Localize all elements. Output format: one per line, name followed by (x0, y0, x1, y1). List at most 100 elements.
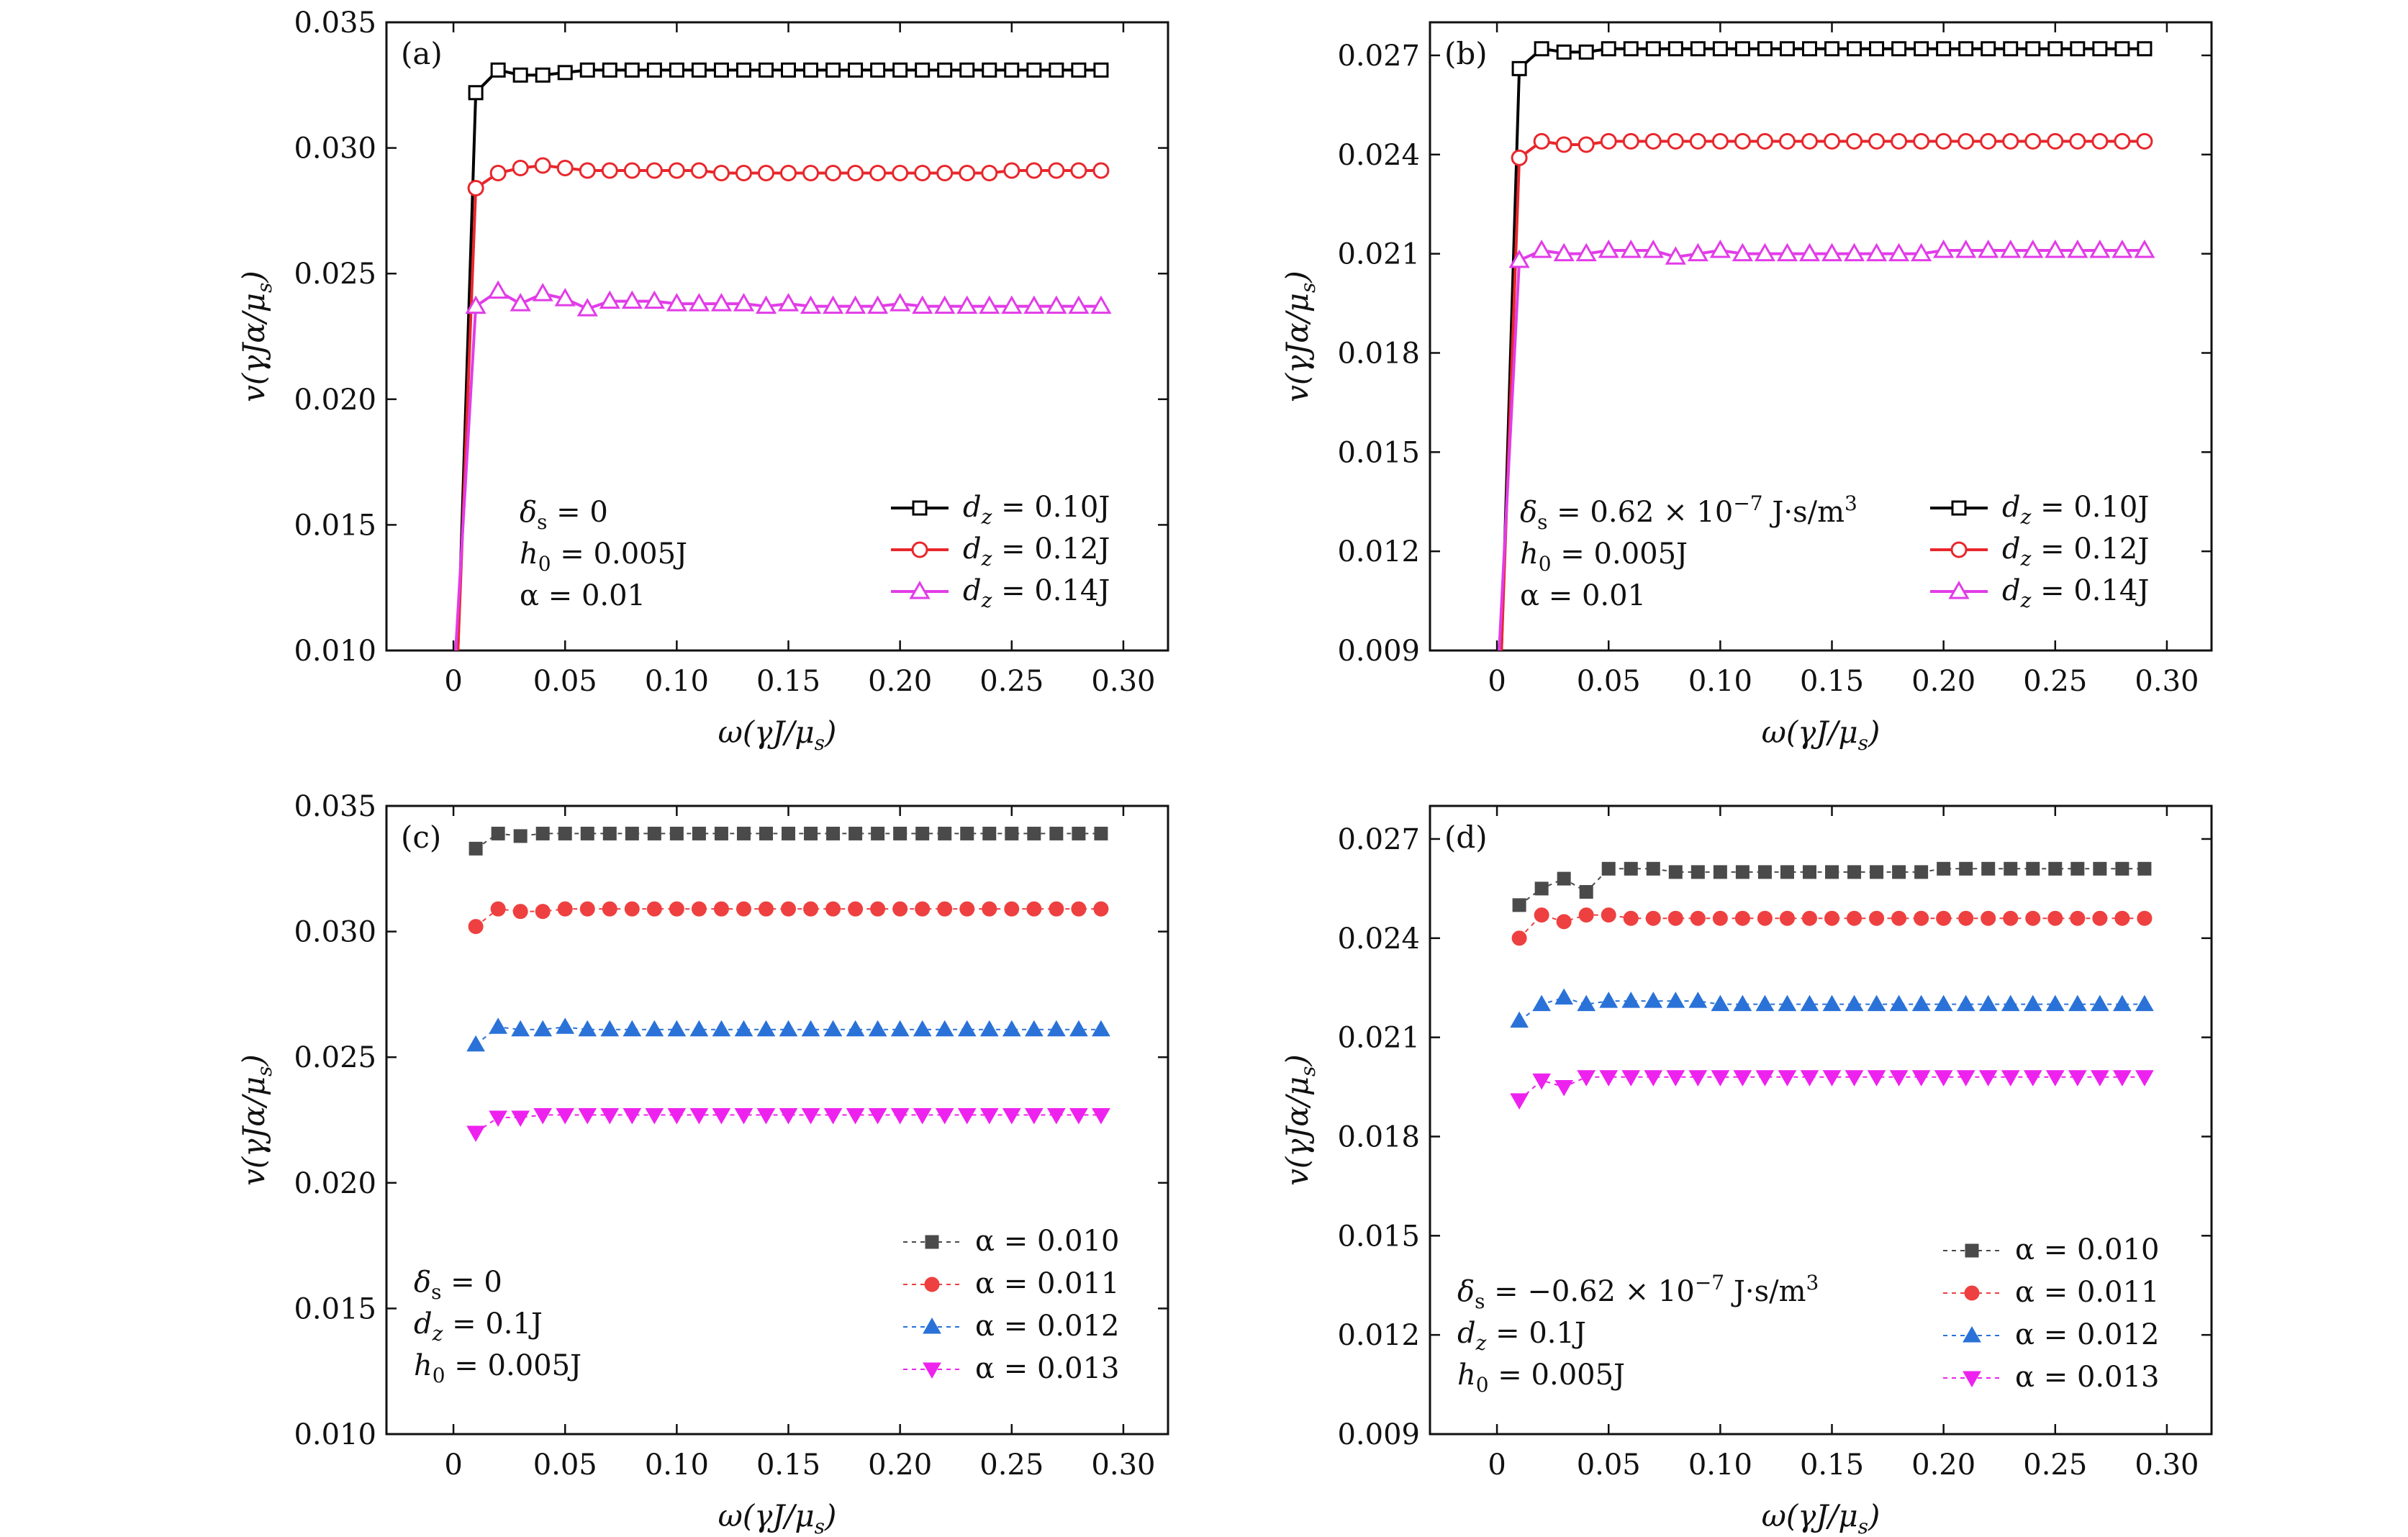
data-point (2047, 132, 2064, 150)
data-point (1958, 910, 1974, 926)
series-line (475, 1026, 1101, 1046)
data-point (758, 901, 774, 917)
data-point (735, 165, 752, 182)
data-point (959, 901, 975, 917)
data-point (1532, 994, 1552, 1012)
data-point (1712, 910, 1728, 926)
chart-panel-0: 0 0.05 0.10 0.15 0.20 0.25 0.30 0.010 0.015 0.020… (236, 6, 1169, 755)
x-axis-label: ω(γJ/μs) (1762, 715, 1880, 755)
data-point (870, 901, 886, 917)
data-point (2045, 994, 2065, 1012)
data-point (1734, 132, 1751, 150)
x-tick-label: 0 (444, 665, 462, 698)
data-point (1005, 826, 1019, 840)
x-tick-label: 0.05 (533, 1448, 597, 1482)
data-point (2070, 41, 2086, 57)
data-point (1002, 1108, 1021, 1125)
data-point (1621, 992, 1641, 1008)
data-point (1978, 240, 1999, 258)
data-point (535, 67, 551, 83)
data-point (1956, 994, 1975, 1012)
data-point (802, 165, 820, 182)
data-point (1578, 136, 1595, 153)
data-point (2092, 910, 2108, 926)
data-point (1644, 1070, 1663, 1087)
data-point (2047, 41, 2063, 57)
legend-entry: dz = 0.12J (1930, 532, 2149, 571)
data-point (825, 901, 841, 917)
data-point (1622, 132, 1639, 150)
data-point (1049, 826, 1064, 840)
data-point (1757, 910, 1773, 926)
series-1 (1511, 907, 2153, 946)
data-point (1642, 240, 1664, 258)
data-point (848, 62, 864, 78)
data-point (736, 826, 751, 840)
data-point (779, 1020, 798, 1037)
data-point (1689, 132, 1706, 150)
data-point (510, 293, 531, 312)
data-point (1578, 44, 1594, 60)
data-point (714, 826, 728, 840)
data-point (1092, 162, 1110, 179)
legend-entry: dz = 0.12J (891, 532, 1110, 571)
data-point (934, 295, 956, 314)
plot-frame (385, 21, 1169, 652)
data-point (579, 62, 595, 78)
data-point (2004, 861, 2018, 876)
data-point (468, 85, 484, 101)
legend-label: α = 0.010 (2015, 1233, 2159, 1266)
data-point (1511, 930, 1527, 946)
data-point (1937, 861, 1951, 876)
data-point (2001, 994, 2020, 1012)
data-point (624, 62, 640, 78)
y-tick-label: 0.020 (294, 384, 376, 417)
series-1 (468, 901, 1109, 935)
y-tick-label: 0.035 (294, 790, 376, 823)
data-point (1867, 994, 1886, 1012)
data-point (1800, 994, 1819, 1012)
data-point (1980, 132, 1997, 150)
data-point (1049, 62, 1064, 78)
data-point (1556, 44, 1572, 60)
data-point (1532, 1073, 1552, 1090)
data-point (625, 826, 639, 840)
data-point (1554, 1080, 1574, 1097)
data-point (1711, 132, 1729, 150)
x-tick-label: 0.05 (1577, 1448, 1641, 1482)
data-point (557, 901, 573, 917)
legend-marker (1963, 1325, 1981, 1343)
data-point (936, 165, 954, 182)
data-layer (466, 826, 1110, 1142)
data-point (1845, 1070, 1864, 1087)
data-point (1843, 242, 1865, 262)
data-point (1712, 41, 1728, 57)
legend-entry: α = 0.010 (1943, 1233, 2159, 1266)
data-point (1801, 910, 1817, 926)
data-point (1687, 242, 1708, 262)
data-point (511, 1020, 530, 1037)
data-point (1956, 1070, 1975, 1087)
data-point (691, 62, 707, 78)
data-point (937, 901, 953, 917)
data-point (1577, 1070, 1596, 1087)
data-point (1913, 132, 1930, 150)
data-point (935, 1020, 954, 1037)
data-point (1665, 246, 1686, 265)
data-point (803, 62, 819, 78)
data-point (2070, 910, 2086, 926)
plot-frame (1429, 804, 2213, 1436)
y-tick-label: 0.035 (294, 6, 376, 40)
data-point (576, 298, 598, 317)
data-point (712, 1020, 731, 1037)
data-point (2091, 132, 2109, 150)
data-point (1914, 41, 1929, 57)
x-tick-label: 0.15 (1800, 1448, 1864, 1482)
data-point (1667, 910, 1683, 926)
data-point (2069, 132, 2086, 150)
data-point (535, 826, 550, 840)
data-point (1024, 1108, 1044, 1125)
data-point (1709, 240, 1731, 258)
data-point (847, 165, 864, 182)
y-tick-label: 0.027 (1337, 823, 1420, 856)
